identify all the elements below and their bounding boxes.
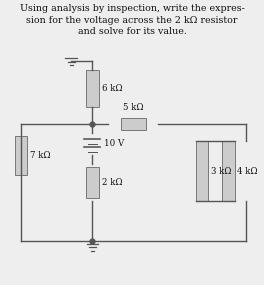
FancyBboxPatch shape <box>15 136 27 174</box>
Text: 6 kΩ: 6 kΩ <box>102 84 122 93</box>
Text: 2 kΩ: 2 kΩ <box>102 178 122 187</box>
FancyBboxPatch shape <box>121 118 146 130</box>
FancyBboxPatch shape <box>86 70 99 107</box>
Text: 4 kΩ: 4 kΩ <box>237 166 258 176</box>
Text: sion for the voltage across the 2 kΩ resistor: sion for the voltage across the 2 kΩ res… <box>26 16 238 25</box>
FancyBboxPatch shape <box>86 167 99 198</box>
Text: and solve for its value.: and solve for its value. <box>78 27 186 36</box>
FancyBboxPatch shape <box>196 141 208 201</box>
Text: 3 kΩ: 3 kΩ <box>211 166 231 176</box>
FancyBboxPatch shape <box>222 141 235 201</box>
Text: Using analysis by inspection, write the expres-: Using analysis by inspection, write the … <box>20 4 244 13</box>
Text: 10 V: 10 V <box>104 139 125 148</box>
Text: 7 kΩ: 7 kΩ <box>30 151 51 160</box>
Text: 5 kΩ: 5 kΩ <box>123 103 144 112</box>
